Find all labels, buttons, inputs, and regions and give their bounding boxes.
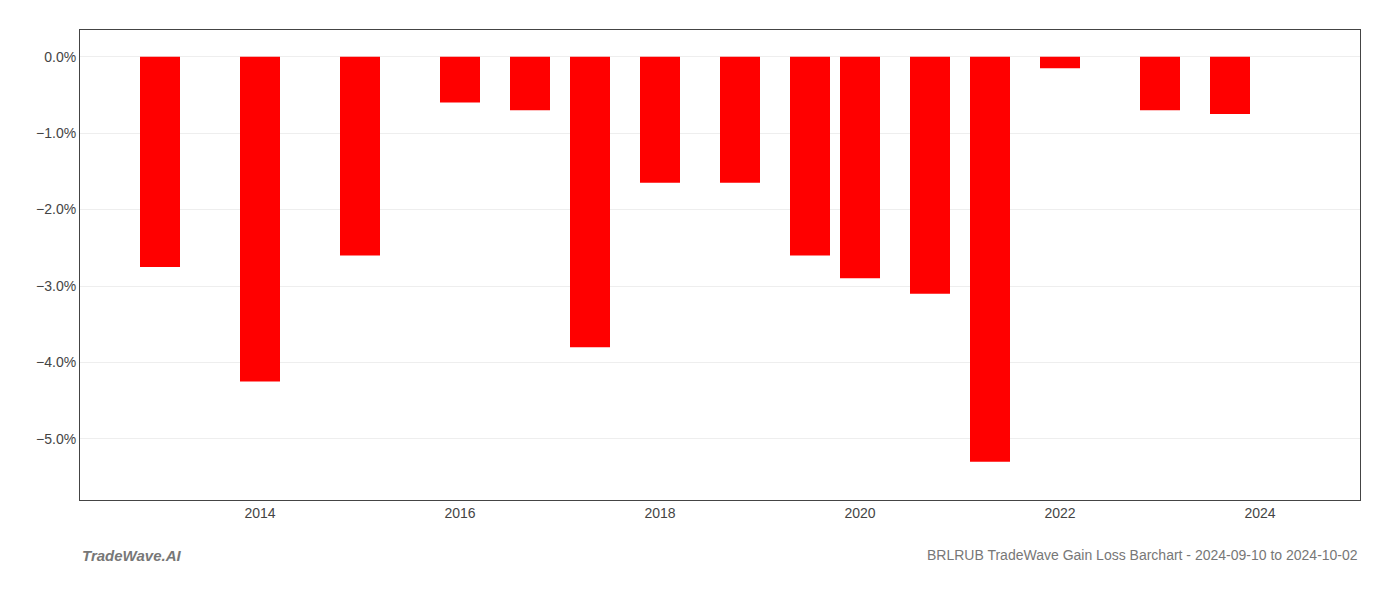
- svg-text:2018: 2018: [644, 505, 675, 521]
- svg-text:2022: 2022: [1044, 505, 1075, 521]
- svg-text:2024: 2024: [1244, 505, 1275, 521]
- svg-text:2020: 2020: [844, 505, 875, 521]
- svg-text:−5.0%: −5.0%: [36, 431, 76, 447]
- svg-text:−1.0%: −1.0%: [36, 125, 76, 141]
- svg-text:TradeWave.AI: TradeWave.AI: [82, 547, 181, 564]
- svg-text:2016: 2016: [444, 505, 475, 521]
- svg-text:BRLRUB TradeWave Gain Loss Bar: BRLRUB TradeWave Gain Loss Barchart - 20…: [927, 547, 1358, 563]
- svg-text:−2.0%: −2.0%: [36, 201, 76, 217]
- svg-text:0.0%: 0.0%: [44, 49, 76, 65]
- svg-text:−3.0%: −3.0%: [36, 278, 76, 294]
- svg-text:2014: 2014: [244, 505, 275, 521]
- svg-text:−4.0%: −4.0%: [36, 354, 76, 370]
